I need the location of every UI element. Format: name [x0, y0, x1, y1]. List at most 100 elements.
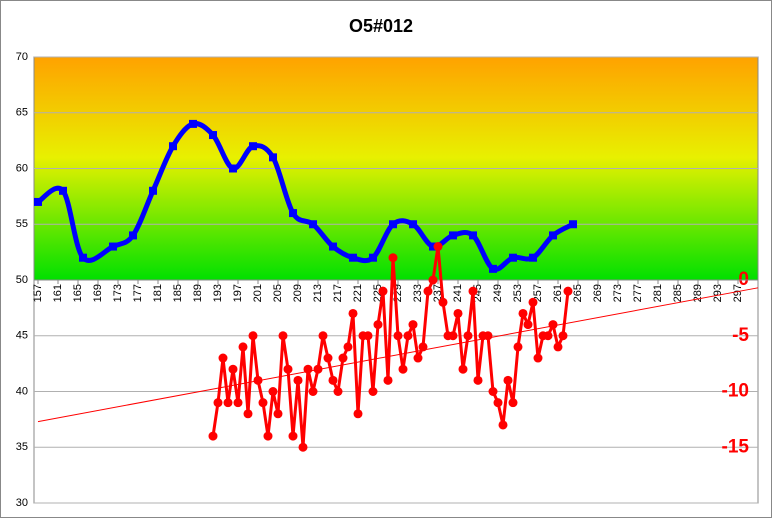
- x-tick-label: 165: [72, 284, 84, 302]
- point: [483, 331, 493, 341]
- x-tick-label: 285: [672, 284, 684, 302]
- trendline: [37, 287, 759, 423]
- point: [283, 364, 293, 374]
- point: [418, 342, 428, 352]
- point: [458, 364, 468, 374]
- x-tick-label: 177: [132, 284, 144, 302]
- point: [268, 387, 278, 396]
- point: [169, 142, 177, 151]
- x-tick-label: 253: [512, 284, 524, 302]
- x-tick-label: 217: [332, 284, 344, 302]
- x-tick-label: 213: [312, 284, 324, 302]
- point: [293, 375, 303, 385]
- x-tick-label: 265: [572, 284, 584, 302]
- point: [349, 253, 357, 262]
- point: [383, 375, 393, 385]
- point: [388, 253, 398, 263]
- x-tick-label: 205: [272, 284, 284, 302]
- point: [309, 220, 317, 229]
- point: [228, 364, 238, 374]
- y-tick-label: 40: [16, 385, 28, 397]
- x-tick-label: 289: [692, 284, 704, 302]
- y-tick-label: 55: [16, 218, 28, 230]
- point: [233, 398, 243, 408]
- point: [109, 242, 117, 251]
- y-tick-label: 60: [16, 162, 28, 174]
- point: [523, 320, 533, 330]
- point: [213, 398, 223, 408]
- point: [34, 197, 42, 206]
- y-tick-label: 30: [16, 497, 28, 509]
- point: [269, 153, 277, 162]
- point: [313, 364, 323, 374]
- y-tick-label: 65: [16, 107, 28, 119]
- point: [323, 353, 333, 363]
- point: [243, 409, 253, 419]
- point: [288, 431, 298, 441]
- x-tick-label: 201: [252, 284, 264, 302]
- chart-title: O5#012: [349, 16, 413, 36]
- x-tick-label: 293: [712, 284, 724, 302]
- point: [503, 375, 513, 385]
- point: [423, 286, 433, 296]
- x-tick-label: 169: [92, 284, 104, 302]
- point: [408, 320, 418, 330]
- point: [363, 331, 373, 341]
- point: [558, 331, 568, 341]
- point: [303, 364, 313, 374]
- point: [189, 119, 197, 128]
- point: [449, 231, 457, 240]
- point: [333, 387, 343, 396]
- point: [518, 308, 528, 318]
- point: [403, 331, 413, 341]
- point: [569, 220, 577, 229]
- point: [428, 275, 438, 285]
- point: [429, 242, 437, 251]
- point: [448, 331, 458, 341]
- point: [508, 398, 518, 408]
- x-tick-label: 233: [412, 284, 424, 302]
- point: [223, 398, 233, 408]
- point: [468, 286, 478, 296]
- point: [129, 231, 137, 240]
- point: [433, 242, 443, 252]
- y-tick-label: 45: [16, 330, 28, 342]
- point: [329, 242, 337, 251]
- point: [79, 253, 87, 262]
- point: [253, 375, 263, 385]
- point: [263, 431, 273, 441]
- point: [378, 286, 388, 296]
- point: [59, 186, 67, 195]
- point: [528, 297, 538, 307]
- x-tick-label: 241: [452, 284, 464, 302]
- point: [353, 409, 363, 419]
- x-tick-label: 157: [32, 284, 44, 302]
- point: [208, 431, 218, 441]
- point: [463, 331, 473, 341]
- point: [563, 286, 573, 296]
- point: [328, 375, 338, 385]
- point: [368, 387, 378, 396]
- point: [343, 342, 353, 352]
- x-tick-label: 161: [52, 284, 64, 302]
- point: [553, 342, 563, 352]
- y-tick-label: 35: [16, 441, 28, 453]
- point: [298, 442, 308, 452]
- point: [369, 253, 377, 262]
- point: [393, 331, 403, 341]
- point: [549, 231, 557, 240]
- x-tick-label: 221: [352, 284, 364, 302]
- x-tick-label: 181: [152, 284, 164, 302]
- x-tick-label: 209: [292, 284, 304, 302]
- point: [238, 342, 248, 352]
- x-tick-label: 197: [232, 284, 244, 302]
- point: [488, 387, 498, 396]
- point: [248, 331, 258, 341]
- point: [209, 131, 217, 140]
- point: [348, 308, 358, 318]
- y-tick-label: 50: [16, 274, 28, 286]
- y2-tick-label: -15: [722, 436, 750, 457]
- point: [409, 220, 417, 229]
- point: [398, 364, 408, 374]
